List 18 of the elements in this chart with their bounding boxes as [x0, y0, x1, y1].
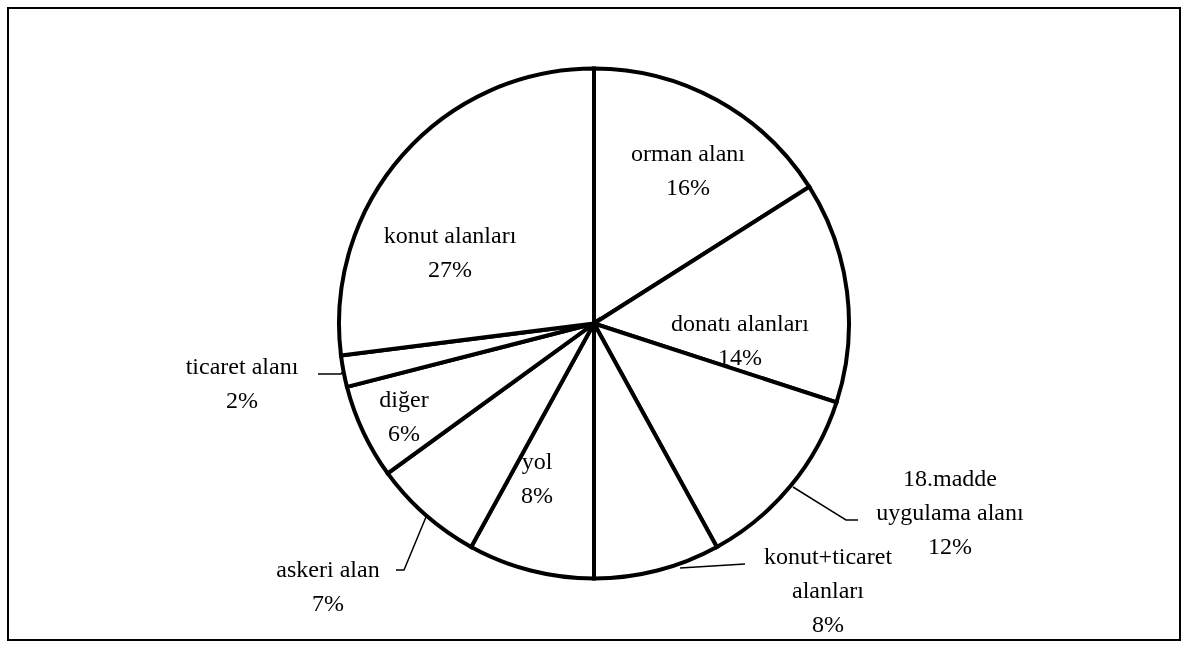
slice-label: konut alanları — [383, 222, 517, 249]
slice-label: donatı alanları — [671, 310, 810, 337]
slice-label: konut+ticaret alanları — [763, 543, 893, 604]
slice-label: askeri alan — [276, 556, 380, 583]
slice-label: orman alanı — [631, 140, 746, 167]
data-label: 8% — [521, 482, 553, 509]
data-label: 2% — [226, 387, 258, 414]
slice-label: 18.madde uygulama alanı — [876, 465, 1024, 526]
data-label: 8% — [812, 611, 844, 638]
data-label: 27% — [428, 256, 472, 283]
slice-label: yol — [521, 448, 553, 475]
slice-label: diğer — [379, 386, 429, 413]
slice-label: ticaret alanı — [185, 353, 299, 380]
data-label: 7% — [312, 590, 344, 617]
data-label: 6% — [388, 420, 420, 447]
data-label: 16% — [666, 174, 710, 201]
data-label: 14% — [718, 344, 762, 371]
data-label: 12% — [928, 533, 972, 560]
